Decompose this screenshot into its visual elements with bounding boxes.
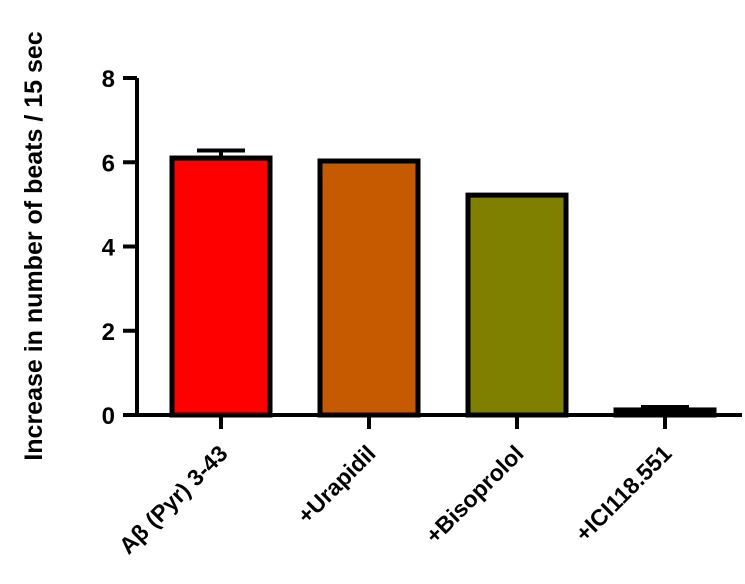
bar-1 (169, 155, 273, 418)
y-axis-label: Increase in number of beats / 15 sec (20, 31, 48, 460)
x-tick-label-4: +ICI118.551 (570, 440, 677, 547)
y-tick-label-0: 0 (102, 403, 115, 430)
y-tick-label-4: 4 (102, 235, 116, 262)
bar-3 (465, 192, 569, 418)
y-tick-label-8: 8 (102, 66, 115, 93)
y-tick-label-6: 6 (102, 150, 115, 177)
x-tick-label-1: Aβ (Pyr) 3-43 (114, 440, 233, 559)
x-tick-label-3: +Bisoprolol (420, 440, 528, 548)
bar-2 (317, 158, 421, 418)
x-tick-label-2: +Urapidil (292, 440, 380, 528)
y-tick-label-2: 2 (102, 319, 115, 346)
